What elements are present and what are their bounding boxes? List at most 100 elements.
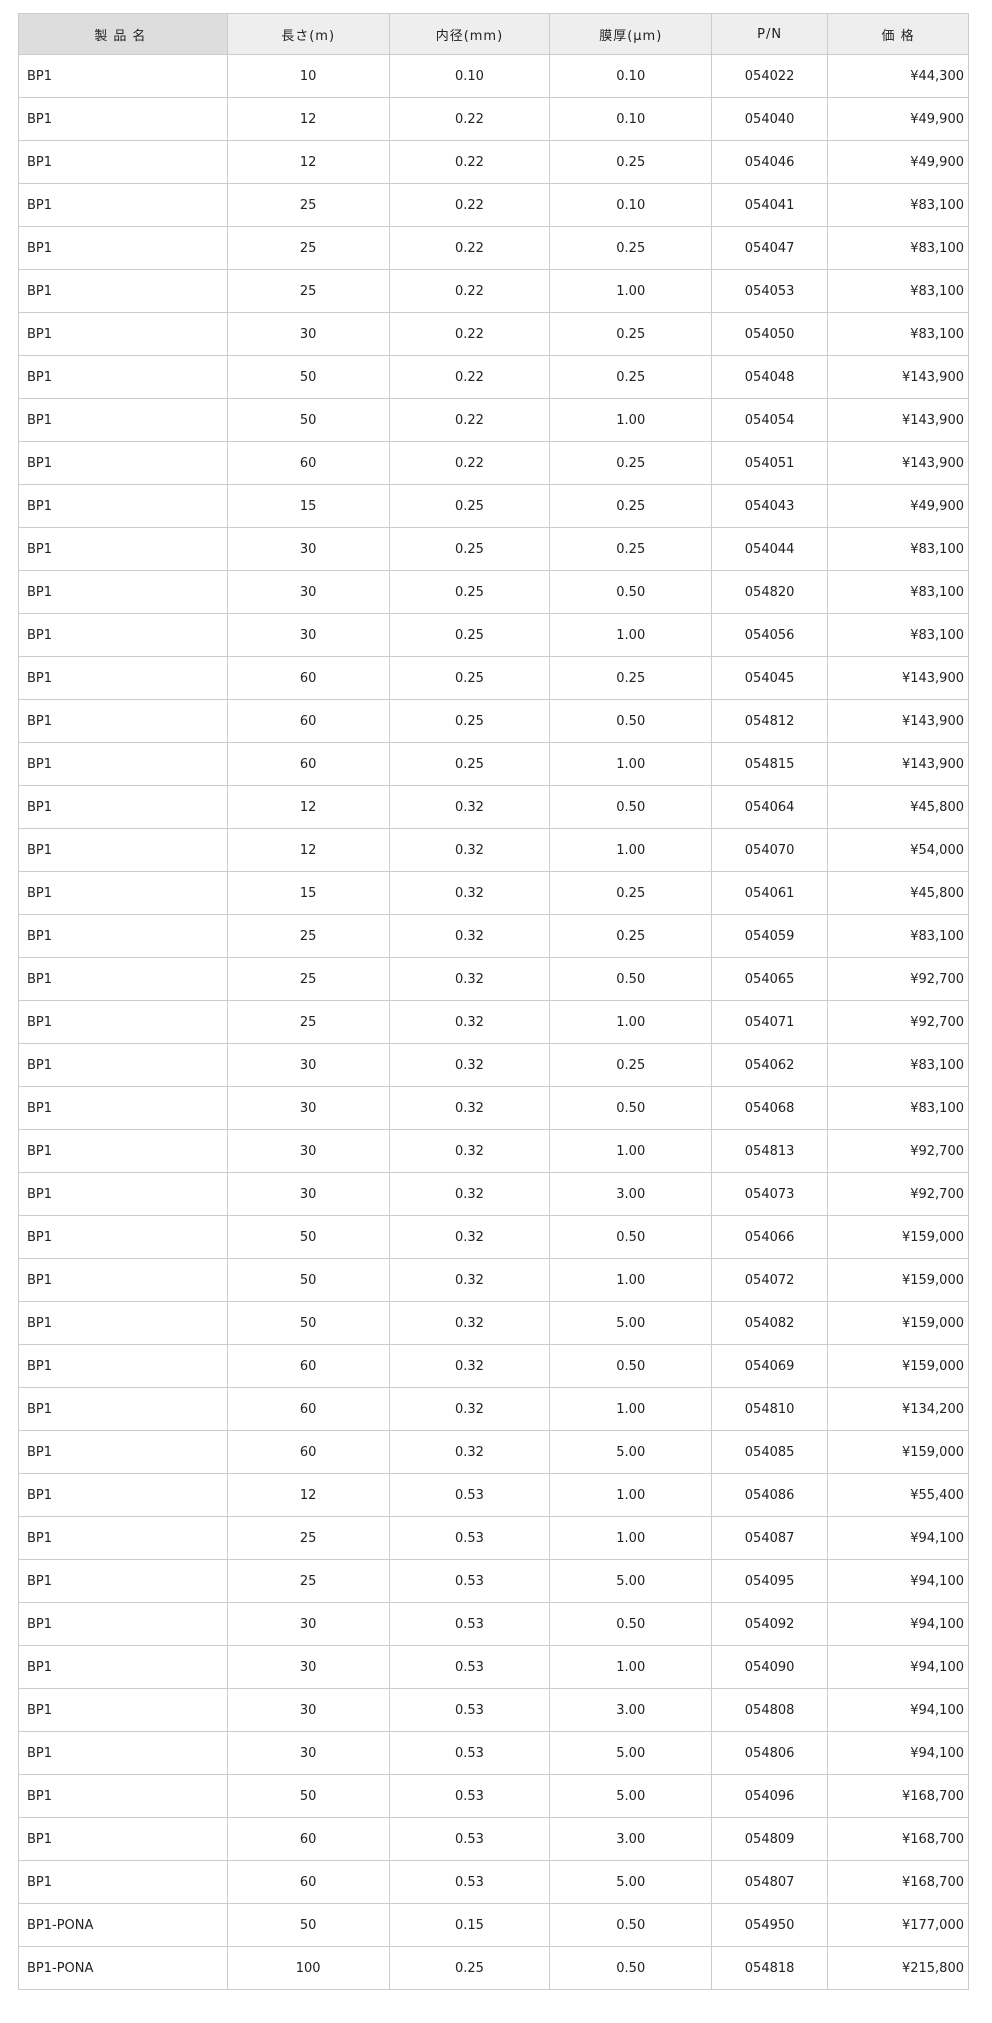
cell-length: 10 — [226, 54, 390, 98]
cell-inner-diameter: 0.32 — [388, 1258, 551, 1302]
cell-length: 25 — [226, 1559, 390, 1603]
cell-inner-diameter: 0.53 — [388, 1688, 551, 1732]
cell-product-name: BP1 — [18, 613, 228, 657]
table-row: BP1 25 0.53 5.00 054095 ¥94,100 — [18, 1559, 969, 1603]
cell-product-name: BP1 — [18, 527, 228, 571]
cell-length: 100 — [226, 1946, 390, 1990]
cell-inner-diameter: 0.25 — [388, 742, 551, 786]
cell-price: ¥94,100 — [827, 1645, 969, 1689]
cell-product-name: BP1 — [18, 1774, 228, 1818]
cell-film-thickness: 0.25 — [549, 484, 713, 528]
cell-length: 30 — [226, 1043, 390, 1087]
cell-part-number: 054068 — [711, 1086, 829, 1130]
cell-film-thickness: 0.25 — [549, 914, 713, 958]
cell-inner-diameter: 0.53 — [388, 1731, 551, 1775]
cell-product-name: BP1 — [18, 1860, 228, 1904]
cell-inner-diameter: 0.25 — [388, 570, 551, 614]
cell-length: 60 — [226, 1817, 390, 1861]
cell-part-number: 054062 — [711, 1043, 829, 1087]
cell-price: ¥94,100 — [827, 1559, 969, 1603]
cell-part-number: 054043 — [711, 484, 829, 528]
cell-inner-diameter: 0.53 — [388, 1645, 551, 1689]
table-row: BP1 25 0.22 0.10 054041 ¥83,100 — [18, 183, 969, 227]
cell-film-thickness: 0.25 — [549, 871, 713, 915]
cell-film-thickness: 0.25 — [549, 1043, 713, 1087]
cell-length: 12 — [226, 140, 390, 184]
cell-part-number: 054048 — [711, 355, 829, 399]
cell-product-name: BP1 — [18, 1258, 228, 1302]
cell-part-number: 054071 — [711, 1000, 829, 1044]
table-row: BP1-PONA 100 0.25 0.50 054818 ¥215,800 — [18, 1946, 969, 1990]
cell-length: 30 — [226, 1172, 390, 1216]
cell-product-name: BP1 — [18, 97, 228, 141]
cell-film-thickness: 1.00 — [549, 1516, 713, 1560]
cell-part-number: 054046 — [711, 140, 829, 184]
cell-film-thickness: 5.00 — [549, 1430, 713, 1474]
cell-film-thickness: 1.00 — [549, 828, 713, 872]
cell-price: ¥143,900 — [827, 398, 969, 442]
cell-film-thickness: 1.00 — [549, 398, 713, 442]
table-row: BP1 50 0.32 5.00 054082 ¥159,000 — [18, 1301, 969, 1345]
cell-length: 30 — [226, 1688, 390, 1732]
cell-film-thickness: 0.25 — [549, 140, 713, 184]
table-row: BP1 25 0.22 0.25 054047 ¥83,100 — [18, 226, 969, 270]
cell-part-number: 054050 — [711, 312, 829, 356]
table-row: BP1 60 0.25 1.00 054815 ¥143,900 — [18, 742, 969, 786]
cell-length: 30 — [226, 312, 390, 356]
table-row: BP1 30 0.25 1.00 054056 ¥83,100 — [18, 613, 969, 657]
cell-product-name: BP1 — [18, 269, 228, 313]
cell-film-thickness: 1.00 — [549, 1473, 713, 1517]
header-film-thickness: 膜厚(μm) — [549, 13, 713, 55]
cell-length: 25 — [226, 183, 390, 227]
table-row: BP1 50 0.32 1.00 054072 ¥159,000 — [18, 1258, 969, 1302]
cell-part-number: 054066 — [711, 1215, 829, 1259]
cell-film-thickness: 5.00 — [549, 1860, 713, 1904]
cell-inner-diameter: 0.22 — [388, 398, 551, 442]
cell-inner-diameter: 0.15 — [388, 1903, 551, 1947]
cell-part-number: 054082 — [711, 1301, 829, 1345]
cell-product-name: BP1 — [18, 1473, 228, 1517]
cell-length: 50 — [226, 1258, 390, 1302]
header-part-number: P/N — [711, 13, 829, 55]
cell-price: ¥83,100 — [827, 183, 969, 227]
cell-product-name: BP1 — [18, 1387, 228, 1431]
cell-product-name: BP1 — [18, 355, 228, 399]
cell-length: 30 — [226, 570, 390, 614]
table-row: BP1 60 0.32 5.00 054085 ¥159,000 — [18, 1430, 969, 1474]
cell-product-name: BP1-PONA — [18, 1946, 228, 1990]
cell-price: ¥83,100 — [827, 1086, 969, 1130]
cell-inner-diameter: 0.53 — [388, 1602, 551, 1646]
cell-inner-diameter: 0.10 — [388, 54, 551, 98]
table-row: BP1 12 0.22 0.25 054046 ¥49,900 — [18, 140, 969, 184]
cell-length: 30 — [226, 1129, 390, 1173]
table-row: BP1 60 0.32 0.50 054069 ¥159,000 — [18, 1344, 969, 1388]
cell-product-name: BP1 — [18, 441, 228, 485]
cell-film-thickness: 0.50 — [549, 1086, 713, 1130]
cell-inner-diameter: 0.53 — [388, 1817, 551, 1861]
cell-price: ¥168,700 — [827, 1774, 969, 1818]
cell-inner-diameter: 0.32 — [388, 785, 551, 829]
cell-part-number: 054061 — [711, 871, 829, 915]
cell-product-name: BP1 — [18, 312, 228, 356]
cell-price: ¥143,900 — [827, 441, 969, 485]
cell-product-name: BP1 — [18, 1301, 228, 1345]
cell-inner-diameter: 0.32 — [388, 828, 551, 872]
cell-product-name: BP1 — [18, 1688, 228, 1732]
cell-price: ¥143,900 — [827, 656, 969, 700]
cell-film-thickness: 5.00 — [549, 1559, 713, 1603]
cell-film-thickness: 0.10 — [549, 183, 713, 227]
cell-length: 50 — [226, 1774, 390, 1818]
cell-part-number: 054086 — [711, 1473, 829, 1517]
cell-product-name: BP1 — [18, 398, 228, 442]
cell-film-thickness: 0.50 — [549, 957, 713, 1001]
table-row: BP1 30 0.25 0.50 054820 ¥83,100 — [18, 570, 969, 614]
table-row: BP1 30 0.32 3.00 054073 ¥92,700 — [18, 1172, 969, 1216]
cell-price: ¥143,900 — [827, 355, 969, 399]
cell-price: ¥83,100 — [827, 570, 969, 614]
cell-price: ¥45,800 — [827, 785, 969, 829]
table-row: BP1 25 0.22 1.00 054053 ¥83,100 — [18, 269, 969, 313]
cell-length: 25 — [226, 269, 390, 313]
cell-inner-diameter: 0.53 — [388, 1860, 551, 1904]
cell-inner-diameter: 0.22 — [388, 140, 551, 184]
cell-part-number: 054818 — [711, 1946, 829, 1990]
